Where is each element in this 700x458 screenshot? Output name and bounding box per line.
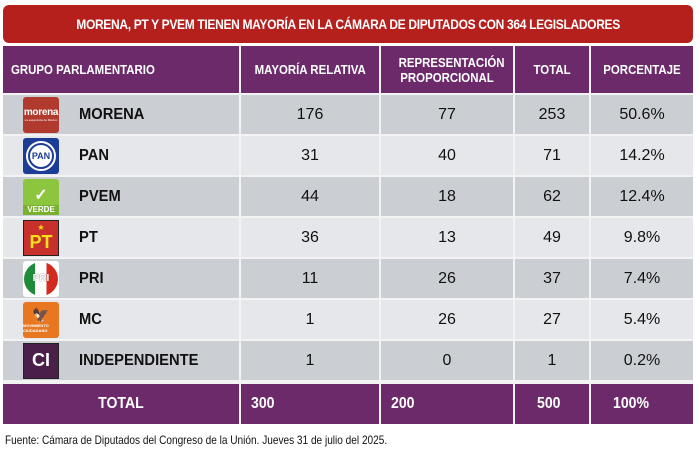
table-row: ★ PT PT 36 13 49 9.8% [3, 218, 693, 259]
relativa-cell: 176 [241, 95, 381, 136]
party-cell: ★ PT PT [3, 218, 241, 259]
pvem-logo-icon: ✓ VERDE [23, 178, 59, 215]
source-note: Fuente: Cámara de Diputados del Congreso… [5, 433, 388, 447]
header-grupo: GRUPO PARLAMENTARIO [3, 46, 241, 95]
party-name: PRI [79, 269, 104, 287]
party-cell: morena La esperanza de México MORENA [3, 95, 241, 136]
relativa-cell: 31 [241, 136, 381, 177]
party-name: PT [79, 228, 98, 246]
porcentaje-cell: 7.4% [591, 259, 693, 300]
proporcional-cell: 26 [381, 300, 515, 341]
table-row: morena La esperanza de México MORENA 176 … [3, 95, 693, 136]
relativa-cell: 11 [241, 259, 381, 300]
party-cell: PAN PAN [3, 136, 241, 177]
relativa-cell: 1 [241, 300, 381, 341]
party-name: INDEPENDIENTE [79, 351, 199, 369]
totals-label: TOTAL [3, 382, 241, 424]
party-cell: 🦅 MOVIMIENTO CIUDADANO MC [3, 300, 241, 341]
mc-logo-icon: 🦅 MOVIMIENTO CIUDADANO [23, 301, 59, 338]
proporcional-cell: 13 [381, 218, 515, 259]
totals-porcentaje: 100% [591, 382, 693, 424]
header-row: GRUPO PARLAMENTARIO MAYORÍA RELATIVA REP… [3, 46, 693, 95]
party-name: PAN [79, 146, 109, 164]
title-banner: MORENA, PT Y PVEM TIENEN MAYORÍA EN LA C… [3, 5, 693, 43]
total-cell: 1 [515, 341, 591, 382]
header-proporcional: REPRESENTACIÓN PROPORCIONAL [381, 46, 515, 95]
morena-logo-icon: morena La esperanza de México [23, 96, 59, 133]
proporcional-cell: 18 [381, 177, 515, 218]
relativa-cell: 44 [241, 177, 381, 218]
table-title: MORENA, PT Y PVEM TIENEN MAYORÍA EN LA C… [76, 16, 620, 32]
porcentaje-cell: 0.2% [591, 341, 693, 382]
total-cell: 62 [515, 177, 591, 218]
table-row: 🦅 MOVIMIENTO CIUDADANO MC 1 26 27 5.4% [3, 300, 693, 341]
header-porcentaje: PORCENTAJE [591, 46, 693, 95]
header-relativa: MAYORÍA RELATIVA [241, 46, 381, 95]
porcentaje-cell: 5.4% [591, 300, 693, 341]
party-cell: ✓ VERDE PVEM [3, 177, 241, 218]
totals-total: 500 [515, 382, 591, 424]
party-name: MC [79, 310, 102, 328]
relativa-cell: 1 [241, 341, 381, 382]
table-row: ✓ VERDE PVEM 44 18 62 12.4% [3, 177, 693, 218]
party-name: MORENA [79, 105, 145, 123]
ci-logo-icon: CI [23, 342, 59, 379]
totals-proporcional: 200 [381, 382, 515, 424]
pt-logo-icon: ★ PT [23, 219, 59, 256]
party-name: PVEM [79, 187, 121, 205]
porcentaje-cell: 12.4% [591, 177, 693, 218]
pan-logo-icon: PAN [23, 137, 59, 174]
totals-relativa: 300 [241, 382, 381, 424]
legislators-table: GRUPO PARLAMENTARIO MAYORÍA RELATIVA REP… [3, 46, 693, 424]
porcentaje-cell: 9.8% [591, 218, 693, 259]
table-row: PAN PAN 31 40 71 14.2% [3, 136, 693, 177]
total-cell: 49 [515, 218, 591, 259]
total-cell: 37 [515, 259, 591, 300]
porcentaje-cell: 14.2% [591, 136, 693, 177]
party-cell: PRI PRI [3, 259, 241, 300]
total-cell: 27 [515, 300, 591, 341]
header-total: TOTAL [515, 46, 591, 95]
total-cell: 253 [515, 95, 591, 136]
total-cell: 71 [515, 136, 591, 177]
table-row: CI INDEPENDIENTE 1 0 1 0.2% [3, 341, 693, 382]
porcentaje-cell: 50.6% [591, 95, 693, 136]
table-row: PRI PRI 11 26 37 7.4% [3, 259, 693, 300]
pri-logo-icon: PRI [23, 260, 59, 297]
relativa-cell: 36 [241, 218, 381, 259]
proporcional-cell: 40 [381, 136, 515, 177]
proporcional-cell: 26 [381, 259, 515, 300]
proporcional-cell: 77 [381, 95, 515, 136]
totals-row: TOTAL 300 200 500 100% [3, 382, 693, 424]
party-cell: CI INDEPENDIENTE [3, 341, 241, 382]
proporcional-cell: 0 [381, 341, 515, 382]
